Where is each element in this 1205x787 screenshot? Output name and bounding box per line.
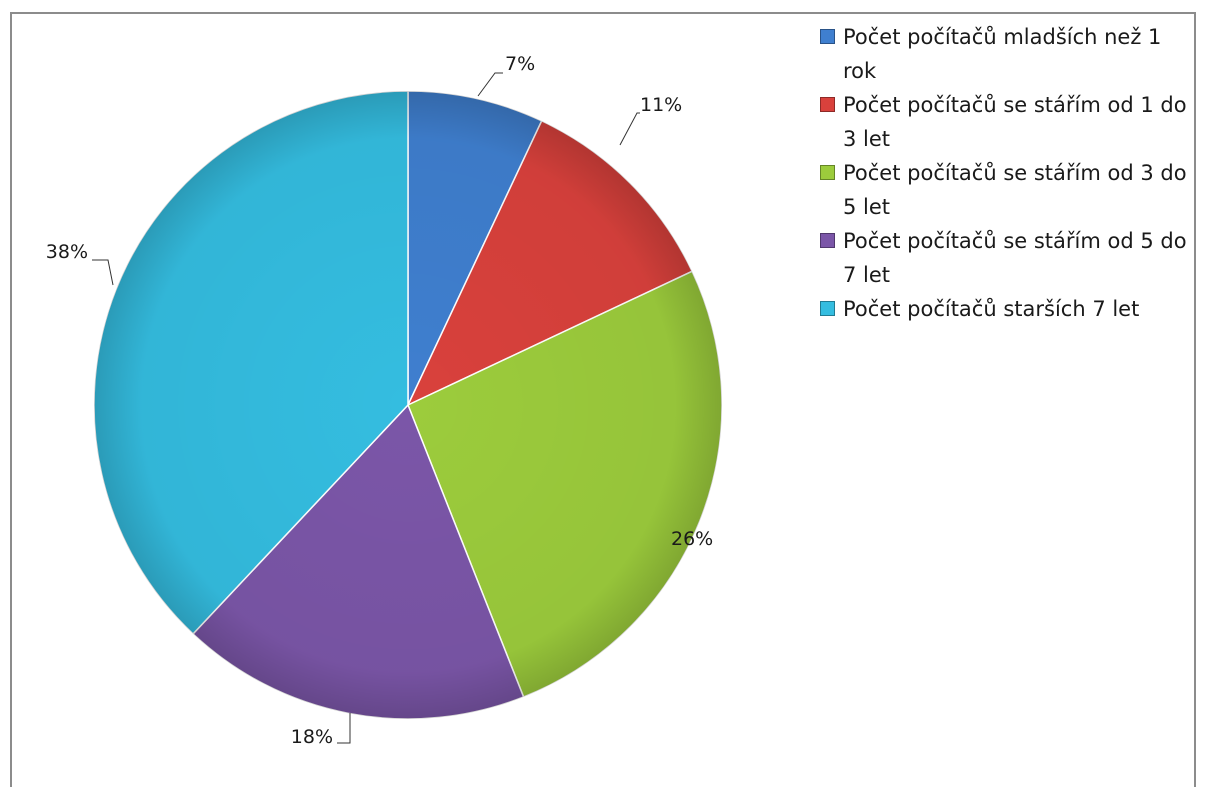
leader-line — [619, 112, 640, 146]
leader-line — [337, 713, 351, 744]
legend-swatch — [820, 165, 835, 180]
data-label: 38% — [46, 241, 88, 263]
legend-swatch — [820, 29, 835, 44]
legend-swatch — [820, 233, 835, 248]
legend: Počet počítačů mladších než 1 rok Počet … — [818, 20, 1193, 326]
legend-swatch — [820, 301, 835, 316]
leader-line — [92, 259, 114, 286]
data-label: 18% — [291, 726, 333, 748]
legend-label: Počet počítačů se stářím od 3 do 5 let — [843, 161, 1187, 219]
legend-label: Počet počítačů se stářím od 1 do 3 let — [843, 93, 1187, 151]
data-label: 26% — [671, 528, 713, 550]
legend-label: Počet počítačů starších 7 let — [843, 297, 1140, 321]
legend-swatch — [820, 97, 835, 112]
legend-item: Počet počítačů mladších než 1 rok — [818, 20, 1193, 88]
legend-item: Počet počítačů starších 7 let — [818, 292, 1193, 326]
data-label: 7% — [505, 53, 535, 75]
legend-item: Počet počítačů se stářím od 3 do 5 let — [818, 156, 1193, 224]
data-label: 11% — [640, 94, 682, 116]
legend-item: Počet počítačů se stářím od 1 do 3 let — [818, 88, 1193, 156]
legend-label: Počet počítačů mladších než 1 rok — [843, 25, 1162, 83]
legend-label: Počet počítačů se stářím od 5 do 7 let — [843, 229, 1187, 287]
leader-line — [477, 72, 503, 97]
legend-item: Počet počítačů se stářím od 5 do 7 let — [818, 224, 1193, 292]
